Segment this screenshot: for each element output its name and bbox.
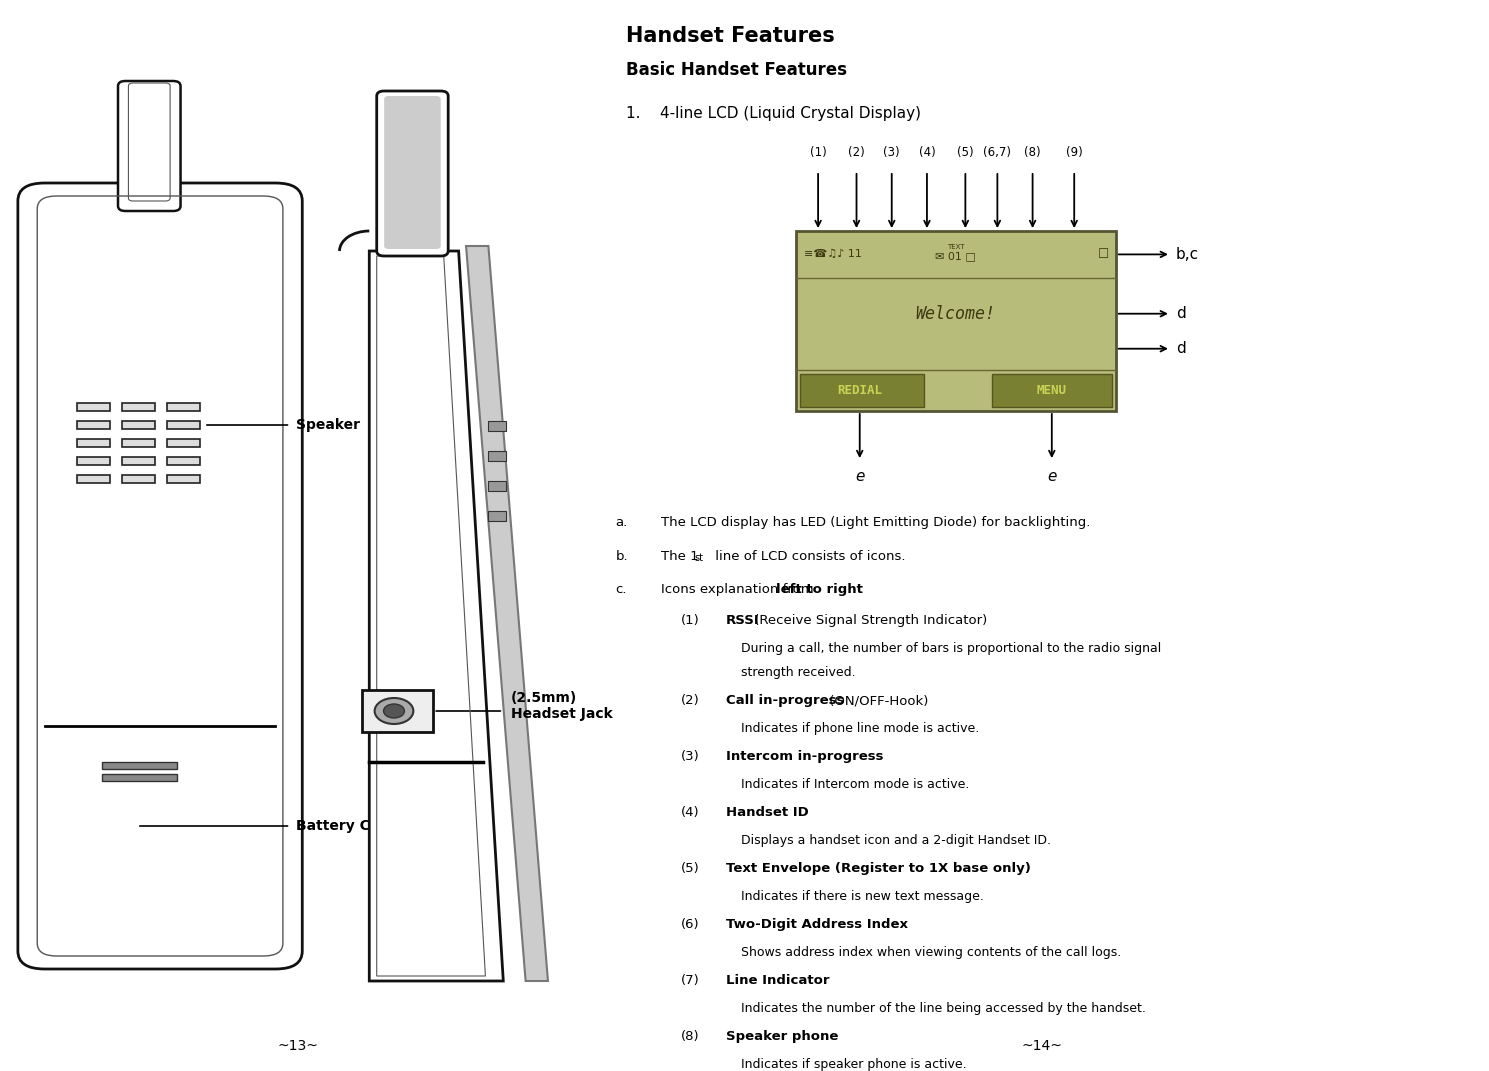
Text: (2): (2) [849,146,865,159]
Text: (ON/OFF-Hook): (ON/OFF-Hook) [825,694,928,707]
Text: Handset Features: Handset Features [625,26,834,46]
Text: c.: c. [615,584,627,597]
Text: Speaker phone: Speaker phone [725,1030,838,1043]
Bar [77,457,110,465]
FancyBboxPatch shape [377,91,448,256]
Text: Line Indicator: Line Indicator [725,974,829,987]
Text: TEXT: TEXT [947,244,965,251]
Polygon shape [466,246,548,981]
Text: (5): (5) [957,146,974,159]
Text: ~14~: ~14~ [1021,1039,1062,1053]
Text: (8): (8) [1024,146,1041,159]
Text: (4): (4) [919,146,935,159]
Text: Indicates if Intercom mode is active.: Indicates if Intercom mode is active. [740,778,969,791]
Bar [167,403,200,411]
Text: (2.5mm)
Headset Jack: (2.5mm) Headset Jack [511,691,612,721]
Text: d: d [1176,342,1185,357]
Text: 1.    4-line LCD (Liquid Crystal Display): 1. 4-line LCD (Liquid Crystal Display) [625,106,920,121]
Text: (Receive Signal Strength Indicator): (Receive Signal Strength Indicator) [750,614,987,627]
Text: (9): (9) [1066,146,1083,159]
Text: ≡☎♫♪ 11: ≡☎♫♪ 11 [804,250,862,259]
Bar [103,774,177,781]
Bar [167,439,200,447]
Text: Indicates the number of the line being accessed by the handset.: Indicates the number of the line being a… [740,1002,1145,1015]
Text: The LCD display has LED (Light Emitting Diode) for backlighting.: The LCD display has LED (Light Emitting … [661,516,1090,529]
Text: MENU: MENU [1036,383,1066,396]
FancyBboxPatch shape [18,183,302,969]
Text: RSSI: RSSI [725,614,759,627]
Text: Text Envelope (Register to 1X base only): Text Envelope (Register to 1X base only) [725,862,1030,875]
Bar [992,374,1112,407]
Bar [122,439,155,447]
Text: (3): (3) [883,146,899,159]
Bar [122,457,155,465]
FancyBboxPatch shape [118,81,180,211]
Text: Call in-progress: Call in-progress [725,694,844,707]
Text: Icons explanation from: Icons explanation from [661,584,817,597]
Bar [488,481,506,491]
Text: Indicates if there is new text message.: Indicates if there is new text message. [740,890,984,903]
Bar [77,403,110,411]
Text: e: e [1047,469,1057,484]
Polygon shape [369,251,503,981]
Text: e: e [855,469,865,484]
Text: (1): (1) [810,146,826,159]
Bar [103,761,177,769]
Text: st: st [695,553,704,562]
Text: Welcome!: Welcome! [916,305,996,322]
Text: Indicates if phone line mode is active.: Indicates if phone line mode is active. [740,722,978,735]
Text: Battery Cover: Battery Cover [296,819,405,833]
Text: (3): (3) [680,750,700,763]
Bar [77,476,110,483]
Bar [167,457,200,465]
Text: (1): (1) [680,614,700,627]
FancyBboxPatch shape [384,96,441,248]
Bar [167,476,200,483]
Bar [77,421,110,429]
Text: The 1: The 1 [661,549,698,562]
Text: b,c: b,c [1176,247,1199,262]
Bar [122,476,155,483]
Text: (6): (6) [680,918,700,931]
Bar [362,690,433,731]
Text: left to right: left to right [776,584,862,597]
Text: a.: a. [615,516,628,529]
Text: REDIAL: REDIAL [837,383,881,396]
Bar [800,374,923,407]
Text: line of LCD consists of icons.: line of LCD consists of icons. [710,549,905,562]
Text: Shows address index when viewing contents of the call logs.: Shows address index when viewing content… [740,946,1121,959]
Text: Handset ID: Handset ID [725,806,809,819]
Text: Two-Digit Address Index: Two-Digit Address Index [725,918,908,931]
Text: strength received.: strength received. [740,666,855,679]
Text: (7): (7) [680,974,700,987]
Bar [122,421,155,429]
Circle shape [384,704,405,718]
Bar [488,451,506,461]
Text: Intercom in-progress: Intercom in-progress [725,750,883,763]
Bar [77,439,110,447]
Circle shape [375,698,414,724]
Text: (4): (4) [680,806,700,819]
Text: ✉ 01 □: ✉ 01 □ [935,252,977,261]
Text: (2): (2) [680,694,700,707]
Text: ☐: ☐ [1099,247,1109,261]
Bar [122,403,155,411]
Bar [488,511,506,521]
Text: ~13~: ~13~ [277,1039,319,1053]
Bar [488,421,506,431]
Text: During a call, the number of bars is proportional to the radio signal: During a call, the number of bars is pro… [740,642,1161,655]
Text: d: d [1176,306,1185,321]
Text: (6,7): (6,7) [983,146,1011,159]
Text: (5): (5) [680,862,700,875]
Text: Displays a handset icon and a 2-digit Handset ID.: Displays a handset icon and a 2-digit Ha… [740,834,1051,847]
Text: Speaker: Speaker [296,418,360,432]
Text: Indicates if speaker phone is active.: Indicates if speaker phone is active. [740,1058,966,1071]
Bar [167,421,200,429]
Text: (8): (8) [680,1030,700,1043]
Bar [795,231,1115,411]
Text: Basic Handset Features: Basic Handset Features [625,61,847,79]
Text: b.: b. [615,549,628,562]
